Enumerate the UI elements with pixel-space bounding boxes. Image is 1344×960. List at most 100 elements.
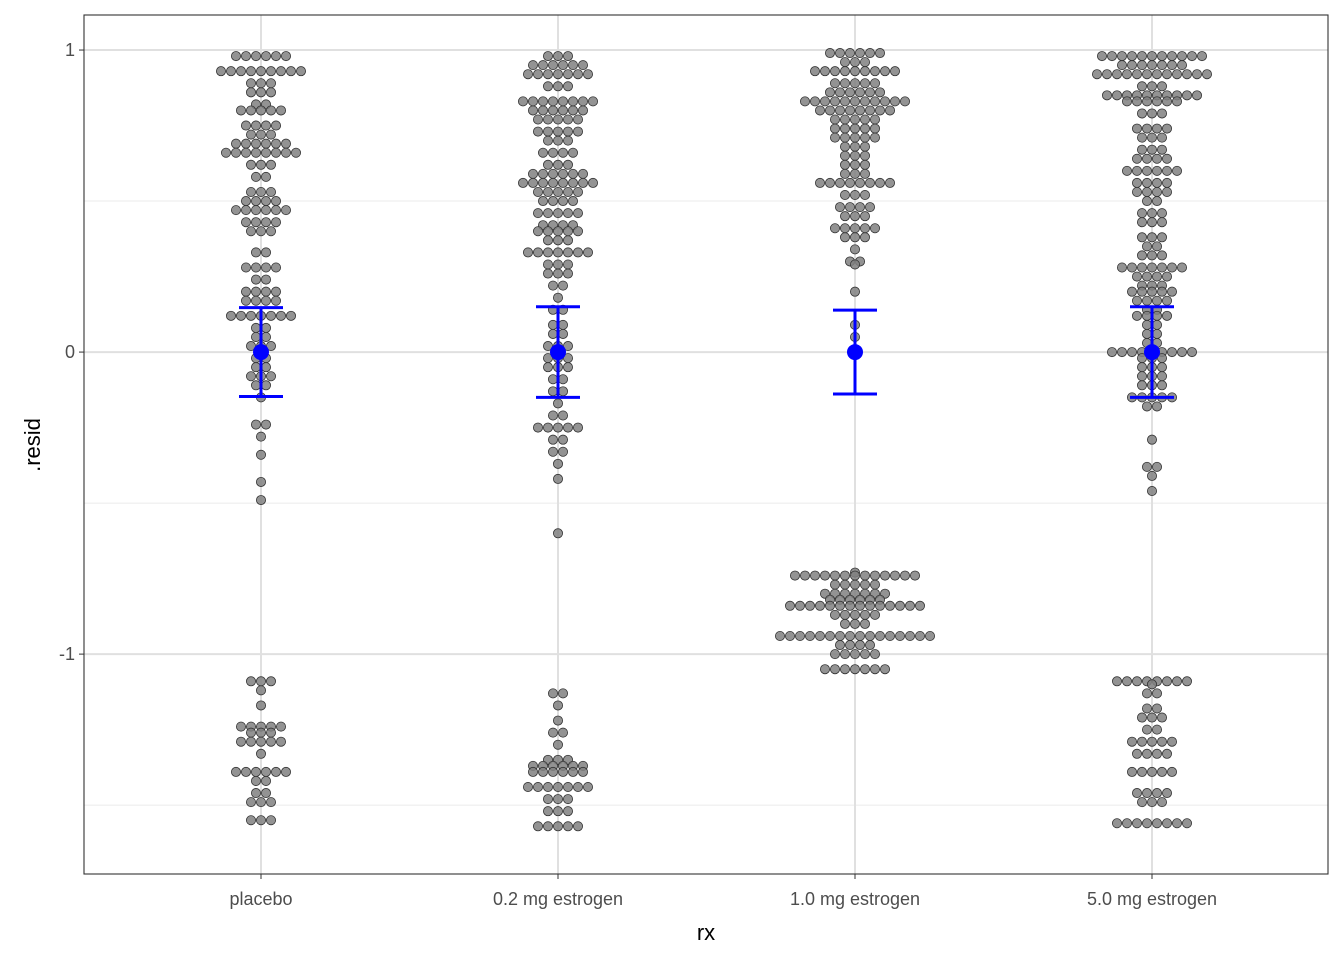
data-point [840,96,851,107]
data-point [1157,60,1168,71]
data-point [558,688,569,699]
data-point [558,410,569,421]
data-point [563,422,574,433]
data-point [840,579,851,590]
mean-point [253,344,269,361]
data-point [240,196,251,207]
data-point [1112,90,1123,101]
data-point [558,319,569,330]
data-point [1137,132,1148,143]
data-point [830,78,841,89]
data-point [558,105,569,116]
data-point [840,223,851,234]
data-point [523,69,534,80]
data-point [840,649,851,660]
data-point [573,208,584,219]
data-point [865,630,876,641]
data-point [553,268,564,279]
data-point [1137,232,1148,243]
mean-point [1144,344,1160,361]
data-point [250,362,261,373]
data-point [568,105,579,116]
data-point [558,374,569,385]
data-point [553,135,564,146]
data-point [553,473,564,484]
data-point [835,48,846,59]
data-point [805,630,816,641]
data-point [845,48,856,59]
data-point [285,66,296,77]
data-point [835,600,846,611]
data-point [1157,736,1168,747]
data-point [840,190,851,201]
data-point [795,630,806,641]
x-tick-label: placebo [229,889,292,909]
data-point [1122,96,1133,107]
data-point [1142,748,1153,759]
data-point [563,235,574,246]
data-point [563,114,574,125]
data-point [240,138,251,149]
data-point [845,202,856,213]
data-point [543,235,554,246]
data-point [573,126,584,137]
data-point [270,196,281,207]
data-point [870,96,881,107]
data-point [855,177,866,188]
data-point [215,66,226,77]
data-point [1102,90,1113,101]
data-point [1152,165,1163,176]
data-point [1182,676,1193,687]
data-point [1152,688,1163,699]
data-point [230,51,241,62]
data-point [543,226,554,237]
data-point [1157,766,1168,777]
data-point [850,78,861,89]
data-point [895,600,906,611]
data-point [1152,328,1163,339]
data-point [553,458,564,469]
data-point [850,123,861,134]
data-point [260,262,271,273]
data-point [538,147,549,158]
data-point [548,328,559,339]
data-point [1142,153,1153,164]
data-point [548,446,559,457]
data-point [255,449,266,460]
data-point [553,700,564,711]
axes: -1 0 1 placebo 0.2 mg estrogen 1.0 mg estroge… [59,40,1217,909]
data-point [553,226,564,237]
data-point [1142,461,1153,472]
data-point [558,446,569,457]
data-point [860,618,871,629]
data-point [255,700,266,711]
data-point [1172,818,1183,829]
data-point [870,664,881,675]
data-point [255,87,266,98]
data-point [875,87,886,98]
data-point [250,286,261,297]
data-point [820,570,831,581]
data-point [860,96,871,107]
data-point [260,775,271,786]
data-point [1132,153,1143,164]
data-point [1152,271,1163,282]
data-point [1157,81,1168,92]
data-point [825,48,836,59]
data-point [573,821,584,832]
data-point [533,226,544,237]
data-point [860,579,871,590]
data-point [1142,319,1153,330]
data-point [230,766,241,777]
data-point [1187,347,1198,358]
data-point [850,664,861,675]
data-point [265,66,276,77]
data-point [1122,165,1133,176]
x-tick-label: 0.2 mg estrogen [493,889,623,909]
data-point [543,268,554,279]
data-point [815,105,826,116]
data-point [1142,818,1153,829]
data-point [245,226,256,237]
data-point [245,159,256,170]
